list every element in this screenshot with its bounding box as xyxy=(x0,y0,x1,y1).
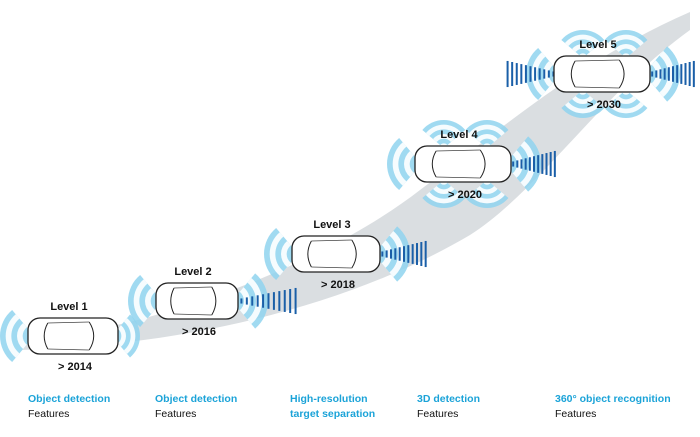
caption-sub-3: target separation xyxy=(290,408,376,420)
sensor-field xyxy=(422,180,466,208)
year-label: > 2030 xyxy=(587,99,621,111)
caption-sub-5: Features xyxy=(555,408,597,420)
caption-sub-1: Features xyxy=(28,408,70,420)
car-level-4: Level 4 > 2020 xyxy=(387,120,556,208)
car-body xyxy=(414,145,512,183)
sensor-field xyxy=(465,120,509,148)
car-body xyxy=(27,317,119,355)
sensor-field xyxy=(604,90,648,118)
year-label: > 2018 xyxy=(321,279,355,291)
car-level-5: Level 5 > 2030 xyxy=(506,29,695,118)
caption-level-4: 3D detection Features xyxy=(417,392,480,422)
car-level-3: Level 3 > 2018 xyxy=(264,219,427,291)
year-label: > 2016 xyxy=(182,326,216,338)
sensor-field xyxy=(465,180,509,208)
caption-feature-2: Object detection xyxy=(155,393,238,405)
car-level-1: Level 1 > 2014 xyxy=(0,301,140,373)
caption-feature-5: 360° object recognition xyxy=(555,393,671,405)
level-label: Level 3 xyxy=(313,219,350,231)
sensor-field xyxy=(561,29,605,58)
caption-sub-4: Features xyxy=(417,408,459,420)
caption-level-5: 360° object recognition Features xyxy=(555,392,671,422)
sensor-field xyxy=(644,46,680,102)
caption-feature-3: High-resolution xyxy=(290,393,368,405)
year-label: > 2020 xyxy=(448,189,482,201)
sensor-field xyxy=(422,120,466,148)
caption-feature-1: Object detection xyxy=(28,393,111,405)
caption-sub-2: Features xyxy=(155,408,197,420)
level-label: Level 5 xyxy=(579,39,616,51)
radar-beam xyxy=(508,150,556,178)
caption-level-2: Object detection Features xyxy=(155,392,237,422)
caption-level-1: Object detection Features xyxy=(28,392,110,422)
sensor-field xyxy=(561,90,605,118)
caption-level-3: High-resolution target separation xyxy=(290,392,375,422)
car-level-2: Level 2 > 2016 xyxy=(128,266,297,338)
sensor-field xyxy=(0,309,35,363)
level-label: Level 2 xyxy=(174,266,211,278)
car-body xyxy=(553,55,651,93)
level-label: Level 1 xyxy=(50,301,87,313)
sensor-field xyxy=(128,274,162,328)
level-label: Level 4 xyxy=(440,129,478,141)
caption-feature-4: 3D detection xyxy=(417,393,481,405)
sensor-field xyxy=(387,137,421,191)
year-label: > 2014 xyxy=(58,361,93,373)
radar-beam xyxy=(377,240,427,268)
car-body xyxy=(291,235,381,273)
car-body xyxy=(155,282,239,320)
radar-beam xyxy=(235,287,297,315)
